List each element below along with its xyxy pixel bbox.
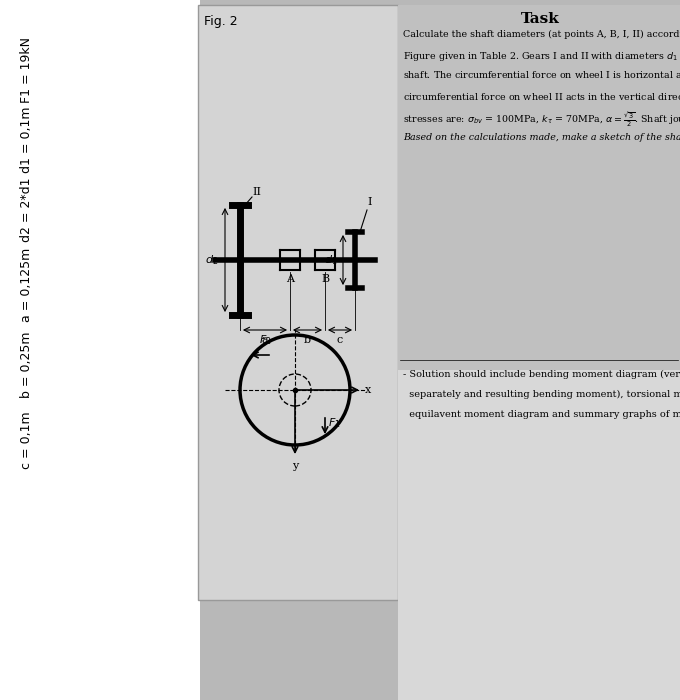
- FancyBboxPatch shape: [0, 0, 200, 700]
- Text: d1 = 0,1m: d1 = 0,1m: [20, 106, 33, 174]
- Text: stresses are: $\sigma_{bv}$ = 100MPa, $k_\tau$ = 70MPa, $\alpha = \frac{\sqrt{3}: stresses are: $\sigma_{bv}$ = 100MPa, $k…: [403, 110, 680, 129]
- Text: a: a: [262, 335, 269, 345]
- Text: $F_1$: $F_1$: [328, 416, 341, 430]
- Text: Based on the calculations made, make a sketch of the shaft.: Based on the calculations made, make a s…: [403, 133, 680, 142]
- Text: - Solution should include bending moment diagram (vertical and horizontal load: - Solution should include bending moment…: [403, 370, 680, 379]
- Text: a = 0,125m: a = 0,125m: [20, 248, 33, 322]
- Text: circumferential force on wheel II acts in the vertical direction and is $F_2 = \: circumferential force on wheel II acts i…: [403, 90, 680, 109]
- Text: separately and resulting bending moment), torsional moment diagram,: separately and resulting bending moment)…: [403, 390, 680, 399]
- Text: A: A: [286, 274, 294, 284]
- Text: y: y: [292, 461, 298, 471]
- Text: c = 0,1m: c = 0,1m: [20, 411, 33, 469]
- Text: equilavent moment diagram and summary graphs of moments.: equilavent moment diagram and summary gr…: [403, 410, 680, 419]
- Text: b: b: [304, 335, 311, 345]
- Text: b = 0,25m: b = 0,25m: [20, 332, 33, 398]
- Text: F1 = 19kN: F1 = 19kN: [20, 37, 33, 103]
- Text: Figure given in Table 2. Gears I and II with diameters $d_1$ and $d_2$ are mount: Figure given in Table 2. Gears I and II …: [403, 50, 680, 63]
- FancyBboxPatch shape: [398, 370, 680, 700]
- Text: II: II: [252, 187, 261, 197]
- Text: I: I: [367, 197, 371, 207]
- Text: B: B: [321, 274, 329, 284]
- FancyBboxPatch shape: [398, 5, 680, 370]
- Text: Calculate the shaft diameters (at points A, B, I, II) according to the diagram s: Calculate the shaft diameters (at points…: [403, 30, 680, 39]
- Text: $F_2$: $F_2$: [258, 333, 271, 347]
- Text: Task: Task: [521, 12, 560, 26]
- Text: $d_2$: $d_2$: [205, 253, 218, 267]
- Text: c: c: [337, 335, 343, 345]
- Text: shaft. The circumferential force on wheel I is horizontal and amounts to $F_1$. : shaft. The circumferential force on whee…: [403, 70, 680, 83]
- Text: d2 = 2*d1: d2 = 2*d1: [20, 178, 33, 242]
- FancyBboxPatch shape: [198, 5, 398, 600]
- Text: Fig. 2: Fig. 2: [204, 15, 237, 28]
- Text: $d_1$: $d_1$: [324, 253, 337, 267]
- Text: x: x: [365, 385, 371, 395]
